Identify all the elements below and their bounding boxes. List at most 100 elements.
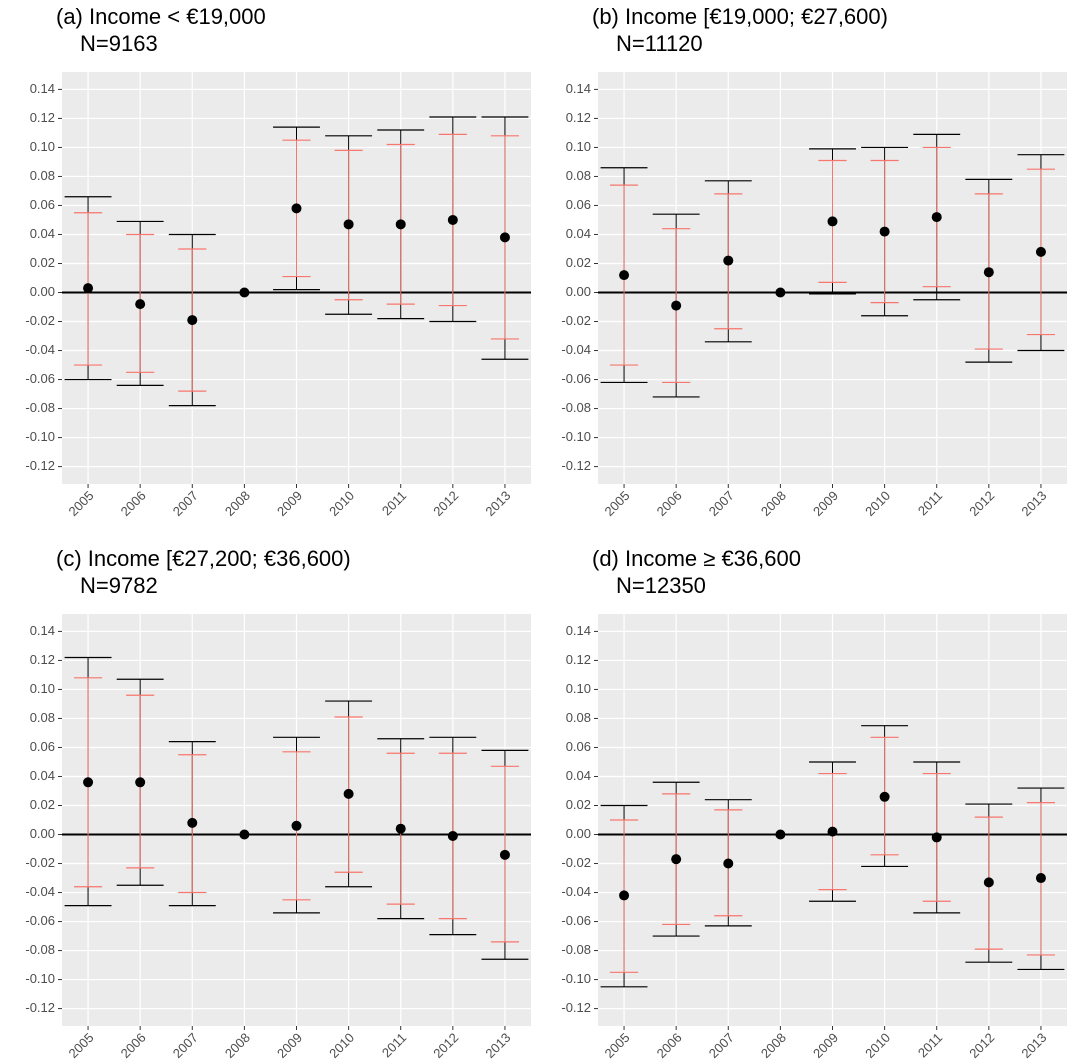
point: [135, 299, 146, 310]
point: [447, 830, 458, 841]
y-tick-label: 0.10: [566, 681, 591, 696]
x-tick-label: 2012: [966, 1030, 997, 1061]
y-tick-label: -0.10: [561, 971, 591, 986]
point: [239, 829, 250, 840]
point: [187, 315, 198, 326]
point: [395, 823, 406, 834]
y-tick-label: -0.08: [25, 400, 55, 415]
x-tick-label: 2005: [602, 488, 633, 519]
x-tick-label: 2009: [274, 1030, 305, 1061]
point: [1035, 246, 1046, 257]
panel-subtitle: N=9163: [80, 31, 158, 56]
y-tick-label: -0.10: [25, 429, 55, 444]
x-tick-label: 2010: [326, 1030, 357, 1061]
y-tick-label: -0.06: [25, 371, 55, 386]
x-tick-label: 2013: [482, 1030, 513, 1061]
y-tick-label: 0.06: [566, 739, 591, 754]
panel-subtitle: N=11120: [616, 31, 703, 56]
x-tick-label: 2012: [966, 488, 997, 519]
point: [983, 877, 994, 888]
x-tick-label: 2008: [758, 1030, 789, 1061]
x-tick-label: 2007: [706, 1030, 737, 1061]
x-tick-label: 2008: [758, 488, 789, 519]
y-tick-label: -0.12: [25, 458, 55, 473]
point: [671, 300, 682, 311]
y-tick-label: -0.04: [561, 342, 591, 357]
point: [619, 270, 630, 281]
y-tick-label: 0.12: [566, 110, 591, 125]
y-tick-label: 0.08: [566, 168, 591, 183]
point: [343, 219, 354, 230]
point: [879, 226, 890, 237]
x-tick-label: 2007: [706, 488, 737, 519]
y-tick-label: 0.08: [30, 168, 55, 183]
y-tick-label: 0.10: [30, 139, 55, 154]
x-tick-label: 2006: [118, 488, 149, 519]
y-tick-label: 0.08: [566, 710, 591, 725]
x-tick-label: 2011: [379, 488, 409, 518]
y-tick-label: -0.12: [561, 1000, 591, 1015]
y-tick-label: 0.02: [30, 797, 55, 812]
point: [775, 829, 786, 840]
panel-subtitle: N=12350: [616, 573, 706, 598]
x-tick-label: 2009: [810, 1030, 841, 1061]
x-tick-label: 2011: [915, 488, 945, 518]
x-tick-label: 2013: [1018, 488, 1049, 519]
x-tick-label: 2010: [862, 1030, 893, 1061]
x-tick-label: 2011: [915, 1030, 945, 1060]
y-tick-label: -0.10: [25, 971, 55, 986]
y-tick-label: 0.14: [30, 623, 55, 638]
y-tick-label: 0.04: [30, 768, 55, 783]
y-tick-label: -0.04: [25, 884, 55, 899]
point: [187, 817, 198, 828]
y-tick-label: -0.04: [561, 884, 591, 899]
panel-title: (a) Income < €19,000: [56, 4, 266, 29]
x-tick-label: 2008: [222, 1030, 253, 1061]
y-tick-label: 0.14: [30, 81, 55, 96]
y-tick-label: -0.02: [561, 855, 591, 870]
point: [291, 820, 302, 831]
point: [83, 777, 94, 788]
panel-title: (d) Income ≥ €36,600: [592, 546, 801, 571]
y-tick-label: 0.10: [30, 681, 55, 696]
y-tick-label: 0.10: [566, 139, 591, 154]
x-tick-label: 2013: [482, 488, 513, 519]
panel-subtitle: N=9782: [80, 573, 158, 598]
y-tick-label: -0.02: [561, 313, 591, 328]
point: [619, 890, 630, 901]
y-tick-label: 0.14: [566, 623, 591, 638]
point: [1035, 873, 1046, 884]
x-tick-label: 2009: [810, 488, 841, 519]
y-tick-label: 0.00: [30, 826, 55, 841]
y-tick-label: -0.08: [561, 400, 591, 415]
point: [723, 858, 734, 869]
point: [931, 212, 942, 223]
point: [135, 777, 146, 788]
y-tick-label: -0.08: [561, 942, 591, 957]
x-tick-label: 2008: [222, 488, 253, 519]
point: [983, 267, 994, 278]
x-tick-label: 2006: [654, 488, 685, 519]
x-tick-label: 2011: [379, 1030, 409, 1060]
y-tick-label: 0.08: [30, 710, 55, 725]
y-tick-label: 0.12: [30, 110, 55, 125]
x-tick-label: 2006: [118, 1030, 149, 1061]
y-tick-label: -0.06: [561, 371, 591, 386]
y-tick-label: 0.02: [566, 255, 591, 270]
x-tick-label: 2013: [1018, 1030, 1049, 1061]
y-tick-label: -0.04: [25, 342, 55, 357]
y-tick-label: 0.06: [30, 739, 55, 754]
y-tick-label: 0.06: [30, 197, 55, 212]
y-tick-label: -0.10: [561, 429, 591, 444]
point: [723, 255, 734, 266]
y-tick-label: 0.12: [30, 652, 55, 667]
point: [827, 826, 838, 837]
point: [447, 214, 458, 225]
point: [343, 788, 354, 799]
y-tick-label: -0.06: [25, 913, 55, 928]
panel-title: (b) Income [€19,000; €27,600): [592, 4, 888, 29]
point: [239, 287, 250, 298]
x-tick-label: 2006: [654, 1030, 685, 1061]
x-tick-label: 2007: [170, 1030, 201, 1061]
